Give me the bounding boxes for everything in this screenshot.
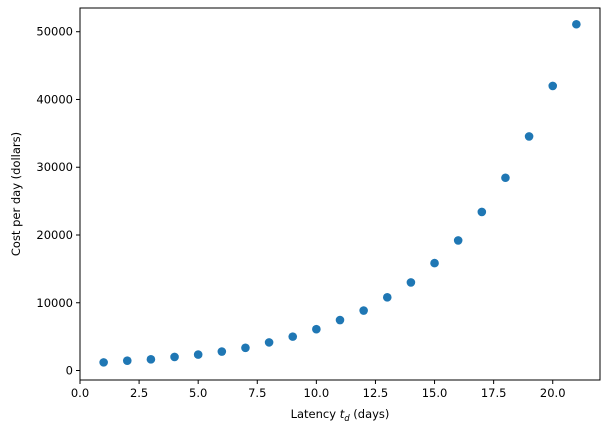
x-tick-label: 12.5	[363, 386, 389, 400]
data-point	[430, 258, 439, 268]
x-axis-label-prefix: Latency	[291, 407, 340, 421]
x-tick-label: 17.5	[481, 386, 507, 400]
data-point	[524, 132, 534, 141]
y-tick-label: 50000	[36, 25, 73, 39]
x-tick-label: 20.0	[540, 386, 566, 400]
data-point	[477, 207, 487, 217]
data-points	[99, 19, 581, 367]
data-point	[406, 278, 416, 287]
y-tick-label: 30000	[36, 160, 73, 174]
data-point	[170, 352, 179, 362]
data-point	[382, 293, 392, 302]
data-point	[572, 19, 581, 29]
data-point	[335, 315, 345, 325]
x-axis-label-symbol: t	[340, 407, 345, 421]
y-axis-label: Cost per day (dollars)	[9, 132, 23, 256]
x-tick-label: 0.0	[71, 386, 89, 400]
data-point	[312, 324, 321, 334]
x-axis-label-suffix: (days)	[350, 407, 390, 421]
x-tick-label: 2.5	[130, 386, 148, 400]
plot-frame	[79, 7, 601, 381]
data-point	[501, 173, 510, 183]
data-point	[217, 347, 227, 356]
x-tick-label: 15.0	[422, 386, 448, 400]
x-tick-label: 5.0	[189, 386, 207, 400]
y-axis-ticks: 0 10000 20000 30000 40000 50000	[36, 25, 80, 378]
x-axis-ticks: 0.0 2.5 5.0 7.5 10.0 12.5 15.0 17.5 20.0	[71, 380, 566, 400]
data-point	[99, 358, 108, 367]
y-tick-label: 20000	[36, 228, 73, 242]
x-axis-label: Latency td (days)	[291, 407, 390, 424]
data-point	[453, 236, 463, 245]
x-tick-label: 10.0	[304, 386, 330, 400]
data-point	[193, 350, 203, 359]
data-point	[548, 81, 558, 91]
x-tick-label: 7.5	[248, 386, 266, 400]
y-tick-label: 0	[66, 364, 73, 378]
data-point	[288, 332, 298, 341]
x-axis-label-subscript: d	[344, 414, 350, 424]
y-tick-label: 10000	[36, 296, 73, 310]
data-point	[359, 306, 368, 315]
data-point	[146, 355, 156, 364]
data-point	[122, 356, 132, 365]
y-tick-label: 40000	[36, 92, 73, 106]
data-point	[264, 338, 274, 347]
data-point	[241, 343, 250, 353]
